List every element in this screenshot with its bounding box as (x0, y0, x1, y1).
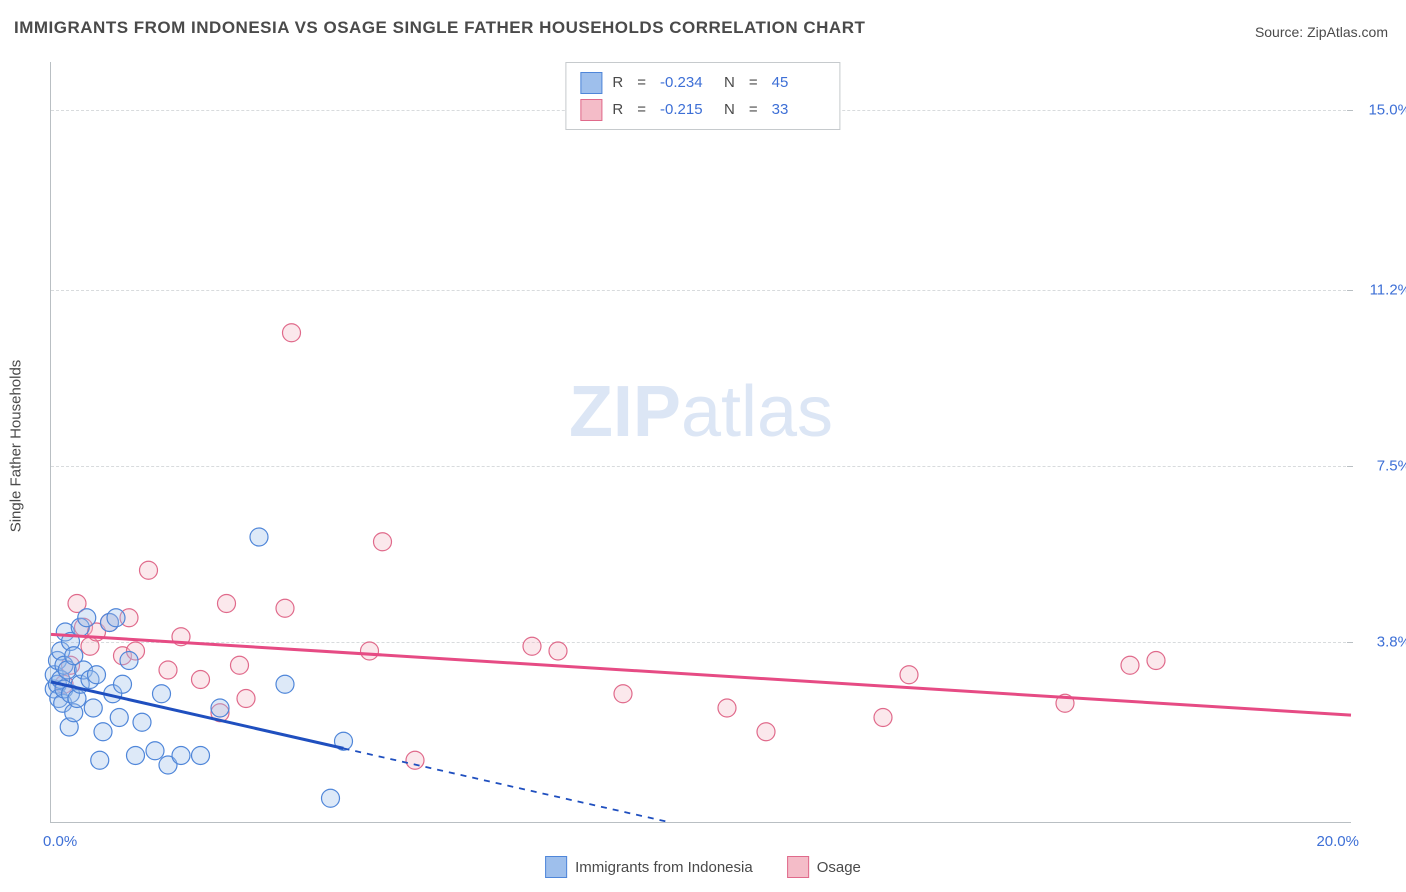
data-point (140, 561, 158, 579)
data-point (88, 666, 106, 684)
legend-top-row-0: R = -0.234 N = 45 (580, 69, 825, 96)
data-point (211, 699, 229, 717)
plot-svg (51, 62, 1351, 822)
y-tick-label: 15.0% (1359, 101, 1406, 118)
source-attribution: Source: ZipAtlas.com (1255, 24, 1388, 40)
data-point (718, 699, 736, 717)
trend-line (344, 748, 669, 822)
legend-r-value: -0.215 (660, 96, 714, 123)
y-tick-label: 7.5% (1359, 457, 1406, 474)
x-tick-label: 0.0% (43, 833, 77, 850)
data-point (120, 652, 138, 670)
legend-r-value: -0.234 (660, 69, 714, 96)
legend-swatch-a (580, 72, 602, 94)
legend-r-label: R (612, 69, 623, 96)
legend-n-label: N (724, 69, 735, 96)
data-point (237, 690, 255, 708)
data-point (231, 656, 249, 674)
legend-label: Immigrants from Indonesia (575, 859, 753, 876)
data-point (276, 599, 294, 617)
legend-bottom: Immigrants from Indonesia Osage (545, 856, 861, 878)
legend-n-value: 33 (772, 96, 826, 123)
data-point (146, 742, 164, 760)
data-point (374, 533, 392, 551)
data-point (757, 723, 775, 741)
legend-n-value: 45 (772, 69, 826, 96)
data-point (114, 675, 132, 693)
data-point (250, 528, 268, 546)
data-point (172, 747, 190, 765)
legend-r-label: R (612, 96, 623, 123)
data-point (276, 675, 294, 693)
data-point (549, 642, 567, 660)
y-axis-title: Single Father Households (8, 360, 25, 533)
y-tick-label: 11.2% (1359, 282, 1406, 299)
data-point (127, 747, 145, 765)
data-point (1121, 656, 1139, 674)
legend-label: Osage (817, 859, 861, 876)
data-point (159, 661, 177, 679)
data-point (874, 709, 892, 727)
data-point (614, 685, 632, 703)
legend-swatch-a (545, 856, 567, 878)
data-point (91, 751, 109, 769)
legend-n-label: N (724, 96, 735, 123)
plot-area: ZIPatlas 3.8%7.5%11.2%15.0% 0.0%20.0% (50, 62, 1351, 823)
data-point (523, 637, 541, 655)
data-point (322, 789, 340, 807)
data-point (107, 609, 125, 627)
legend-swatch-b (787, 856, 809, 878)
data-point (406, 751, 424, 769)
series-a-points (45, 528, 352, 807)
data-point (218, 595, 236, 613)
data-point (900, 666, 918, 684)
data-point (1147, 652, 1165, 670)
equals-sign: = (749, 69, 758, 96)
data-point (84, 699, 102, 717)
equals-sign: = (749, 96, 758, 123)
data-point (78, 609, 96, 627)
data-point (110, 709, 128, 727)
x-tick-label: 20.0% (1316, 833, 1359, 850)
y-tick-label: 3.8% (1359, 633, 1406, 650)
legend-top: R = -0.234 N = 45 R = -0.215 N = 33 (565, 62, 840, 130)
legend-bottom-item-0: Immigrants from Indonesia (545, 856, 753, 878)
equals-sign: = (637, 96, 646, 123)
data-point (133, 713, 151, 731)
equals-sign: = (637, 69, 646, 96)
chart-title: IMMIGRANTS FROM INDONESIA VS OSAGE SINGL… (14, 18, 865, 38)
legend-bottom-item-1: Osage (787, 856, 861, 878)
data-point (94, 723, 112, 741)
data-point (283, 324, 301, 342)
legend-top-row-1: R = -0.215 N = 33 (580, 96, 825, 123)
data-point (153, 685, 171, 703)
data-point (361, 642, 379, 660)
data-point (192, 671, 210, 689)
legend-swatch-b (580, 99, 602, 121)
data-point (192, 747, 210, 765)
